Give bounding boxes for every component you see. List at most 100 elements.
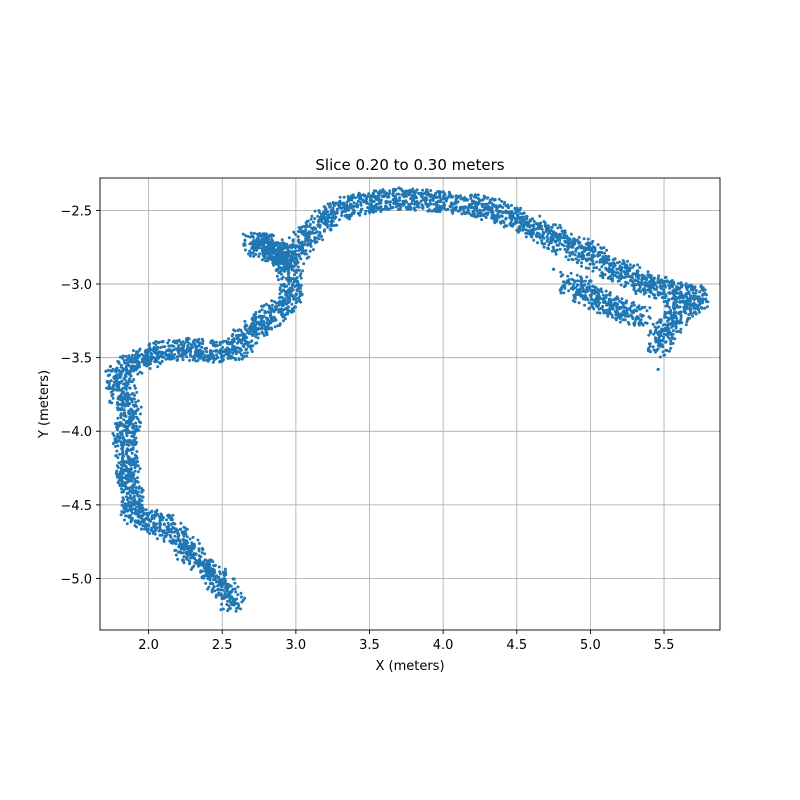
scatter-point: [227, 337, 231, 341]
scatter-point: [122, 461, 126, 465]
scatter-point: [177, 344, 180, 348]
scatter-point: [283, 256, 287, 260]
scatter-point: [116, 428, 119, 432]
scatter-point: [138, 412, 142, 416]
scatter-point: [623, 284, 627, 287]
scatter-point: [118, 452, 122, 456]
scatter-point: [199, 351, 203, 355]
scatter-point: [176, 349, 180, 353]
scatter-point: [394, 188, 398, 191]
scatter-point: [620, 262, 624, 266]
scatter-point: [129, 368, 132, 372]
scatter-point: [298, 268, 301, 272]
scatter-point: [600, 265, 604, 269]
scatter-point: [562, 244, 566, 248]
scatter-point: [245, 354, 249, 358]
scatter-point: [484, 211, 488, 215]
scatter-point: [126, 381, 130, 385]
scatter-point: [675, 317, 679, 320]
scatter-point: [188, 346, 192, 350]
scatter-point: [161, 351, 165, 355]
scatter-point: [607, 258, 611, 262]
scatter-point: [233, 602, 237, 606]
scatter-point: [640, 322, 644, 325]
scatter-point: [286, 306, 290, 310]
scatter-point: [532, 238, 536, 242]
scatter-point: [121, 399, 125, 403]
scatter-point: [137, 500, 141, 504]
scatter-point: [270, 327, 274, 331]
scatter-point: [188, 352, 192, 356]
scatter-point: [255, 332, 259, 336]
scatter-point: [262, 246, 266, 250]
scatter-point: [559, 287, 563, 290]
scatter-point: [619, 277, 623, 281]
scatter-point: [128, 440, 132, 444]
scatter-point: [261, 232, 265, 236]
scatter-point: [664, 315, 668, 319]
scatter-point: [117, 368, 121, 372]
scatter-point: [632, 301, 635, 304]
scatter-point: [621, 259, 625, 262]
scatter-point: [697, 310, 701, 314]
scatter-point: [701, 286, 705, 290]
scatter-point: [585, 275, 589, 279]
scatter-point: [704, 297, 708, 301]
scatter-point: [454, 205, 458, 209]
scatter-point: [210, 574, 214, 578]
scatter-point: [557, 235, 561, 239]
scatter-point: [239, 607, 242, 611]
scatter-point: [632, 264, 636, 268]
scatter-point: [443, 193, 447, 197]
scatter-point: [129, 374, 133, 378]
scatter-point: [526, 229, 530, 233]
scatter-point: [238, 350, 242, 354]
scatter-point: [364, 209, 368, 213]
scatter-point: [563, 231, 566, 235]
scatter-point: [241, 338, 245, 342]
scatter-point: [691, 291, 695, 295]
scatter-point: [294, 260, 298, 264]
scatter-point: [306, 219, 310, 223]
scatter-point: [268, 313, 272, 317]
scatter-point: [439, 207, 443, 211]
scatter-point: [440, 205, 444, 209]
scatter-point: [212, 357, 216, 361]
scatter-point: [126, 501, 130, 505]
scatter-point: [190, 544, 194, 548]
scatter-point: [118, 396, 122, 400]
scatter-point: [596, 243, 600, 247]
scatter-point: [563, 286, 567, 290]
scatter-point: [239, 333, 243, 337]
scatter-point: [301, 232, 305, 236]
scatter-point: [134, 368, 138, 372]
scatter-point: [167, 344, 171, 348]
scatter-point: [278, 266, 282, 269]
scatter-point: [136, 399, 140, 403]
scatter-point: [175, 341, 179, 345]
scatter-point: [575, 283, 579, 287]
scatter-point: [300, 243, 304, 247]
scatter-point: [278, 302, 282, 306]
scatter-point: [115, 435, 119, 439]
scatter-point: [587, 248, 591, 251]
scatter-point: [587, 282, 590, 286]
scatter-point: [134, 403, 138, 407]
scatter-point: [500, 214, 504, 218]
scatter-point: [192, 547, 196, 550]
scatter-point: [388, 203, 392, 207]
scatter-point: [671, 291, 675, 295]
scatter-point: [307, 234, 311, 238]
scatter-point: [130, 418, 134, 422]
scatter-point: [165, 349, 169, 353]
scatter-point: [266, 310, 270, 314]
scatter-point: [287, 282, 291, 286]
scatter-point: [140, 489, 144, 492]
scatter-point: [563, 236, 567, 240]
scatter-point: [189, 343, 193, 347]
scatter-point: [664, 340, 667, 344]
scatter-point: [223, 591, 227, 594]
scatter-point: [144, 508, 148, 512]
scatter-point: [226, 609, 230, 613]
scatter-point: [166, 521, 170, 525]
